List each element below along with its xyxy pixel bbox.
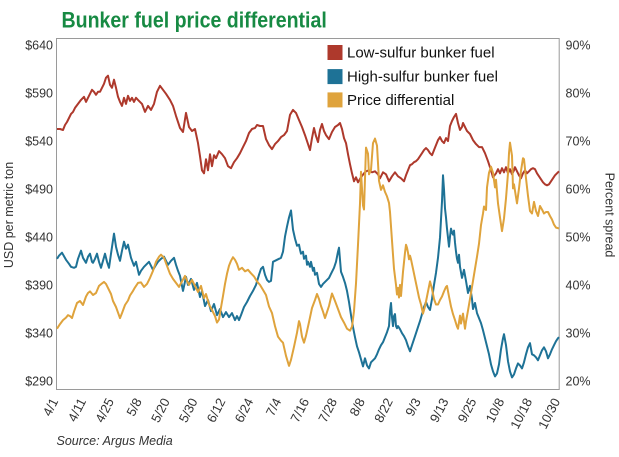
svg-text:$590: $590: [25, 86, 53, 100]
svg-text:$440: $440: [25, 230, 53, 244]
svg-text:60%: 60%: [566, 182, 591, 196]
svg-text:30%: 30%: [566, 326, 591, 340]
svg-text:Bunker fuel price differential: Bunker fuel price differential: [62, 8, 327, 32]
svg-text:Source: Argus Media: Source: Argus Media: [57, 434, 173, 448]
svg-text:70%: 70%: [566, 134, 591, 148]
svg-text:High-sulfur bunker fuel: High-sulfur bunker fuel: [347, 69, 498, 86]
svg-text:$390: $390: [25, 278, 53, 292]
svg-text:7/4: 7/4: [263, 396, 285, 419]
svg-text:5/8: 5/8: [123, 396, 145, 419]
svg-text:90%: 90%: [566, 38, 591, 52]
svg-text:$640: $640: [25, 38, 53, 52]
svg-text:4/1: 4/1: [40, 396, 62, 419]
svg-text:$490: $490: [25, 182, 53, 196]
svg-text:80%: 80%: [566, 86, 591, 100]
svg-text:Percent spread: Percent spread: [603, 173, 617, 258]
svg-text:$340: $340: [25, 326, 53, 340]
svg-text:$290: $290: [25, 374, 53, 388]
svg-text:USD per metric ton: USD per metric ton: [2, 162, 16, 268]
svg-text:Price differential: Price differential: [347, 92, 454, 109]
svg-text:20%: 20%: [566, 374, 591, 388]
svg-text:50%: 50%: [566, 230, 591, 244]
svg-text:Low-sulfur bunker fuel: Low-sulfur bunker fuel: [347, 45, 495, 62]
svg-text:40%: 40%: [566, 278, 591, 292]
svg-text:8/8: 8/8: [346, 396, 368, 419]
svg-text:$540: $540: [25, 134, 53, 148]
svg-text:9/3: 9/3: [402, 396, 424, 419]
